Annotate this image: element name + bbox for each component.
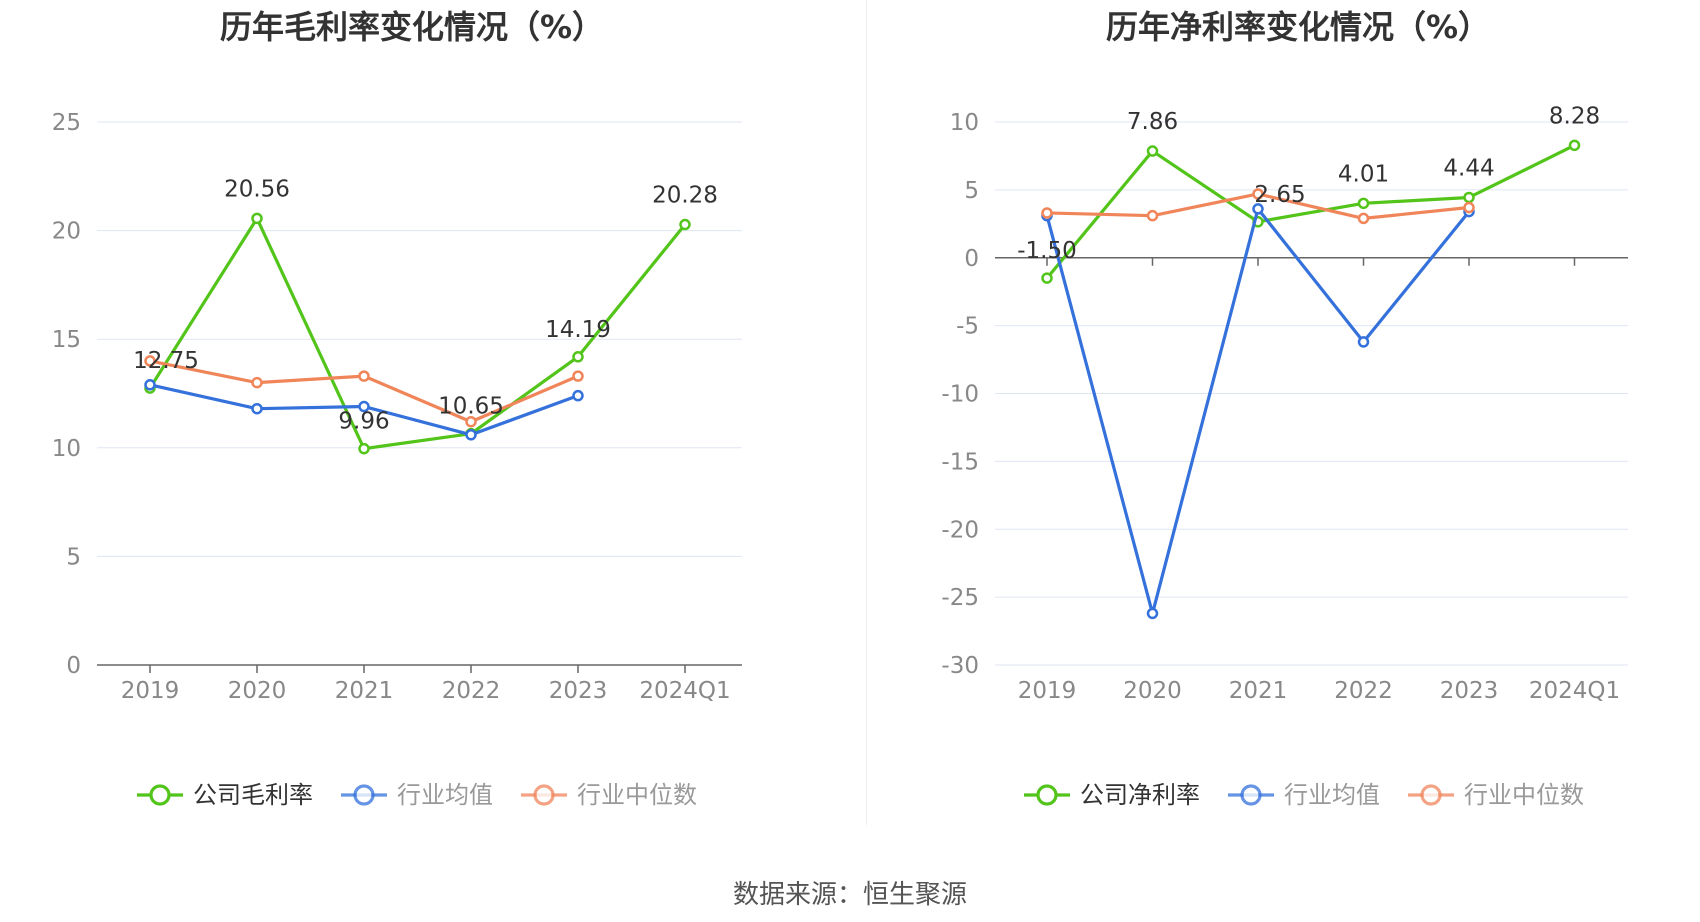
legend-label: 公司毛利率 <box>193 781 313 809</box>
x-tick-label: 2023 <box>1440 678 1499 704</box>
data-point-company <box>358 442 370 455</box>
y-tick-label: 5 <box>964 178 979 204</box>
y-tick-label: -20 <box>941 517 979 543</box>
x-tick-label: 2024Q1 <box>1529 678 1620 704</box>
data-point-industry_avg <box>1357 336 1370 348</box>
legend-label: 行业中位数 <box>1464 781 1584 809</box>
legend-marker-industry_median <box>533 784 555 806</box>
series-line-industry_avg <box>1045 207 1471 616</box>
y-tick-label: 10 <box>950 110 979 136</box>
legend-marker-industry_avg <box>1240 784 1262 806</box>
chart-divider <box>866 0 867 825</box>
y-tick-label: -5 <box>956 314 979 340</box>
data-point-industry_avg <box>358 400 370 413</box>
data-label: 14.19 <box>545 317 611 343</box>
x-tick-label: 2021 <box>1229 678 1288 704</box>
series-line-company <box>148 216 687 451</box>
data-point-industry_median <box>572 370 584 382</box>
data-point-industry_avg <box>1146 607 1159 620</box>
data-point-company <box>572 351 584 363</box>
data-label: 2.65 <box>1254 182 1305 208</box>
data-point-industry_median <box>1041 207 1053 219</box>
data-label: 4.01 <box>1338 161 1389 187</box>
y-tick-label: 5 <box>66 544 81 570</box>
legend-marker-industry_avg <box>353 784 375 806</box>
data-point-industry_median <box>465 415 477 428</box>
data-point-company <box>1041 272 1053 284</box>
x-tick-label: 2024Q1 <box>639 678 730 704</box>
chart-title: 历年毛利率变化情况（%） <box>220 8 604 46</box>
data-point-industry_avg <box>144 379 156 391</box>
y-tick-label: 10 <box>52 436 81 462</box>
y-tick-label: 0 <box>964 246 979 272</box>
data-point-industry_avg <box>251 402 263 415</box>
data-label: 12.75 <box>133 348 199 374</box>
data-point-company <box>1146 145 1159 157</box>
data-point-industry_median <box>1357 212 1370 225</box>
data-point-industry_avg <box>465 429 477 441</box>
data-point-company <box>251 212 263 225</box>
data-point-industry_median <box>1146 209 1159 222</box>
y-tick-label: -30 <box>941 653 979 679</box>
x-tick-label: 2019 <box>1018 678 1077 704</box>
x-tick-label: 2022 <box>442 678 501 704</box>
x-tick-label: 2021 <box>335 678 394 704</box>
y-tick-label: 0 <box>66 653 81 679</box>
data-point-company <box>679 218 691 231</box>
legend-label: 行业中位数 <box>577 781 697 809</box>
legend-label: 行业均值 <box>397 781 493 809</box>
x-tick-label: 2023 <box>549 678 608 704</box>
data-point-industry_median <box>358 370 370 382</box>
x-tick-label: 2019 <box>121 678 180 704</box>
y-tick-label: -25 <box>941 585 979 611</box>
chart-panel-0: 历年毛利率变化情况（%） 0 5 10 15 20 25 2019 2020 2021 2022 20… <box>52 8 742 809</box>
data-label: -1.50 <box>1017 238 1077 264</box>
y-tick-label: 25 <box>52 110 81 136</box>
data-label: 9.96 <box>338 409 389 435</box>
data-point-industry_median <box>1463 201 1475 214</box>
source-note: 数据来源：恒生聚源 <box>732 880 967 910</box>
data-point-industry_avg <box>572 389 584 402</box>
data-point-company <box>1568 139 1581 152</box>
legend-label: 公司净利率 <box>1080 781 1200 809</box>
data-label: 7.86 <box>1127 109 1178 135</box>
data-label: 20.56 <box>224 176 290 202</box>
legend-marker-company <box>149 784 171 806</box>
data-point-industry_avg <box>1252 203 1264 215</box>
data-point-industry_median <box>251 376 263 389</box>
y-tick-label: -10 <box>941 382 979 408</box>
legend-marker-industry_median <box>1420 784 1442 806</box>
data-label: 8.28 <box>1549 103 1600 129</box>
y-tick-label: -15 <box>941 449 979 475</box>
data-point-company <box>1357 197 1370 210</box>
x-tick-label: 2020 <box>228 678 287 704</box>
x-tick-label: 2020 <box>1123 678 1182 704</box>
legend-label: 行业均值 <box>1284 781 1380 809</box>
chart-title: 历年净利率变化情况（%） <box>1106 8 1490 46</box>
data-label: 4.44 <box>1443 155 1494 181</box>
data-label: 20.28 <box>652 183 718 209</box>
data-point-industry_median <box>1252 188 1264 200</box>
data-label: 10.65 <box>438 394 504 420</box>
y-tick-label: 20 <box>52 219 81 245</box>
y-tick-label: 15 <box>52 327 81 353</box>
x-tick-label: 2022 <box>1334 678 1393 704</box>
series-line-company <box>1045 143 1576 280</box>
data-point-company <box>1463 191 1475 204</box>
data-point-industry_median <box>144 355 156 367</box>
chart-panel-1: 历年净利率变化情况（%） -30 -25 -20 -15 -10 -5 0 5 10 2019 202… <box>941 8 1628 809</box>
legend-marker-company <box>1036 784 1058 806</box>
